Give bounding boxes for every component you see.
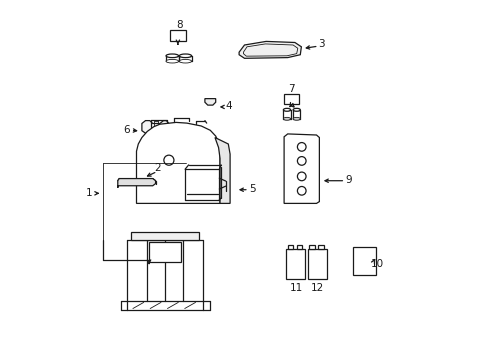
Ellipse shape xyxy=(179,54,191,58)
Text: 3: 3 xyxy=(318,39,324,49)
Text: 6: 6 xyxy=(123,125,129,135)
Ellipse shape xyxy=(166,54,178,58)
Bar xyxy=(296,245,302,249)
Polygon shape xyxy=(118,179,155,188)
Ellipse shape xyxy=(292,108,300,111)
Bar xyxy=(309,245,314,249)
Bar xyxy=(318,245,324,249)
Text: 2: 2 xyxy=(154,163,161,174)
Polygon shape xyxy=(136,122,220,203)
Bar xyxy=(307,249,326,279)
Bar xyxy=(285,249,305,279)
Polygon shape xyxy=(284,134,319,203)
Text: 4: 4 xyxy=(224,101,231,111)
Ellipse shape xyxy=(283,117,290,120)
Polygon shape xyxy=(142,121,168,133)
Ellipse shape xyxy=(283,108,290,111)
Text: 10: 10 xyxy=(370,258,384,269)
Bar xyxy=(149,242,181,262)
Text: 9: 9 xyxy=(345,175,351,185)
Bar xyxy=(284,94,298,104)
Text: 5: 5 xyxy=(249,184,256,194)
Text: 11: 11 xyxy=(289,283,302,293)
Bar xyxy=(131,232,199,240)
Text: 7: 7 xyxy=(287,84,294,94)
Polygon shape xyxy=(239,41,301,58)
Bar xyxy=(170,30,185,41)
Polygon shape xyxy=(215,138,230,203)
Bar xyxy=(352,247,375,275)
Ellipse shape xyxy=(292,117,300,120)
Bar xyxy=(287,245,293,249)
Ellipse shape xyxy=(179,59,191,63)
Text: 12: 12 xyxy=(310,283,323,293)
Text: 1: 1 xyxy=(85,188,92,198)
Polygon shape xyxy=(204,99,215,105)
Ellipse shape xyxy=(166,59,178,63)
Text: 8: 8 xyxy=(176,20,183,30)
